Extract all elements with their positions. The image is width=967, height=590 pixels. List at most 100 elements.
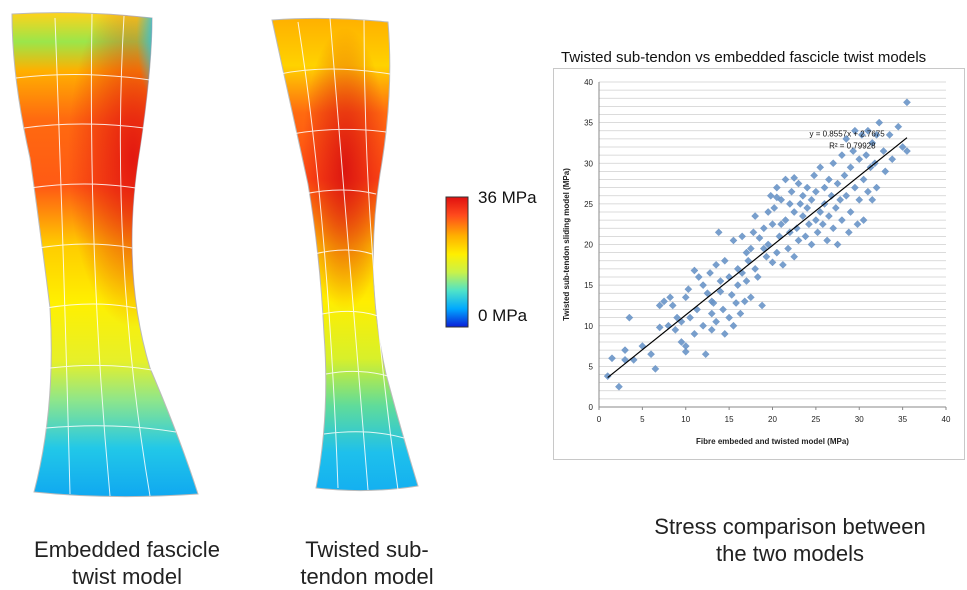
data-point xyxy=(831,204,840,212)
data-point xyxy=(740,297,749,306)
data-point xyxy=(755,234,764,242)
data-point xyxy=(838,216,846,225)
data-point xyxy=(779,260,787,269)
data-point xyxy=(879,147,888,155)
data-point xyxy=(816,163,825,172)
data-point xyxy=(851,183,859,192)
y-tick-label: 40 xyxy=(584,78,593,87)
data-point xyxy=(677,338,686,346)
data-point xyxy=(707,309,716,318)
data-point xyxy=(751,212,760,220)
data-point xyxy=(855,155,864,164)
data-point xyxy=(790,208,799,216)
left-model-caption: Embedded fascicle twist model xyxy=(34,537,220,589)
data-point xyxy=(753,273,762,281)
data-point xyxy=(699,281,707,290)
data-point xyxy=(608,354,616,363)
data-point xyxy=(868,139,877,147)
data-point xyxy=(862,151,871,160)
data-point xyxy=(803,183,812,192)
data-point xyxy=(888,155,897,164)
data-point xyxy=(729,236,738,245)
chart-title: Twisted sub-tendon vs embedded fascicle … xyxy=(561,49,927,66)
data-point xyxy=(647,350,655,359)
data-point xyxy=(825,212,833,220)
chart-caption: Stress comparison between the two models xyxy=(654,514,926,566)
data-point xyxy=(785,199,794,208)
data-point xyxy=(694,273,703,281)
data-point xyxy=(794,179,803,188)
data-point xyxy=(684,285,693,294)
data-point xyxy=(857,130,866,139)
x-tick-label: 0 xyxy=(597,415,602,424)
data-point xyxy=(736,309,745,318)
data-point xyxy=(712,317,720,326)
y-tick-label: 35 xyxy=(584,119,593,128)
data-point xyxy=(790,252,799,261)
stress-colorbar xyxy=(445,196,469,328)
chart-frame xyxy=(553,68,965,460)
data-point xyxy=(690,329,699,338)
data-point xyxy=(746,293,755,302)
data-point xyxy=(727,290,736,299)
x-axis-label: Fibre embeded and twisted model (MPa) xyxy=(696,437,849,446)
scatter-chart: 0 5 10 15 20 25 30 35 40 0 5 10 15 20 25 30 35 40 Fibre em… xyxy=(562,78,951,446)
data-point xyxy=(712,260,720,269)
data-point xyxy=(872,183,881,192)
data-point xyxy=(768,220,777,229)
data-point xyxy=(829,159,838,168)
data-point xyxy=(829,224,838,233)
data-point xyxy=(853,220,862,229)
data-point xyxy=(762,252,771,261)
data-point xyxy=(818,220,827,229)
data-point xyxy=(770,204,779,212)
data-point xyxy=(742,277,751,285)
data-point xyxy=(825,175,833,184)
y-tick-label: 5 xyxy=(589,362,594,371)
data-point xyxy=(772,183,781,192)
data-point xyxy=(798,191,807,200)
data-point xyxy=(625,313,634,322)
data-point xyxy=(671,325,680,334)
x-tick-label: 35 xyxy=(898,415,907,424)
data-point xyxy=(885,130,894,139)
data-point xyxy=(764,240,773,249)
trendline-equation: y = 0.8557x + 2.7675 xyxy=(810,129,886,138)
data-point xyxy=(709,299,718,307)
data-point xyxy=(813,228,822,237)
data-point xyxy=(681,293,690,302)
y-tick-label: 10 xyxy=(584,322,593,331)
data-point xyxy=(787,187,796,196)
data-point xyxy=(720,256,729,265)
x-tick-label: 20 xyxy=(768,415,777,424)
data-point xyxy=(742,248,751,257)
data-point xyxy=(701,350,710,359)
trendline xyxy=(607,137,908,379)
data-point xyxy=(801,232,810,241)
data-point xyxy=(855,195,864,204)
data-point xyxy=(733,264,742,273)
data-point xyxy=(733,281,742,290)
data-point xyxy=(615,382,623,391)
data-point xyxy=(775,232,784,241)
data-point xyxy=(838,151,846,160)
data-point xyxy=(720,329,729,338)
data-point xyxy=(807,240,816,249)
data-point xyxy=(803,204,812,212)
data-point xyxy=(820,183,829,192)
data-point xyxy=(784,244,792,253)
data-point xyxy=(638,342,647,350)
data-point xyxy=(842,134,851,143)
data-point xyxy=(794,236,803,245)
data-point xyxy=(777,220,786,229)
twisted-sub-tendon-model-image xyxy=(271,17,419,492)
data-point xyxy=(864,126,872,135)
data-point xyxy=(716,277,725,285)
data-point xyxy=(768,258,777,267)
data-point xyxy=(833,179,842,188)
data-point xyxy=(690,266,699,275)
y-tick-label: 20 xyxy=(584,241,593,250)
data-point xyxy=(766,191,775,200)
data-point xyxy=(903,147,911,155)
data-point xyxy=(875,118,884,127)
